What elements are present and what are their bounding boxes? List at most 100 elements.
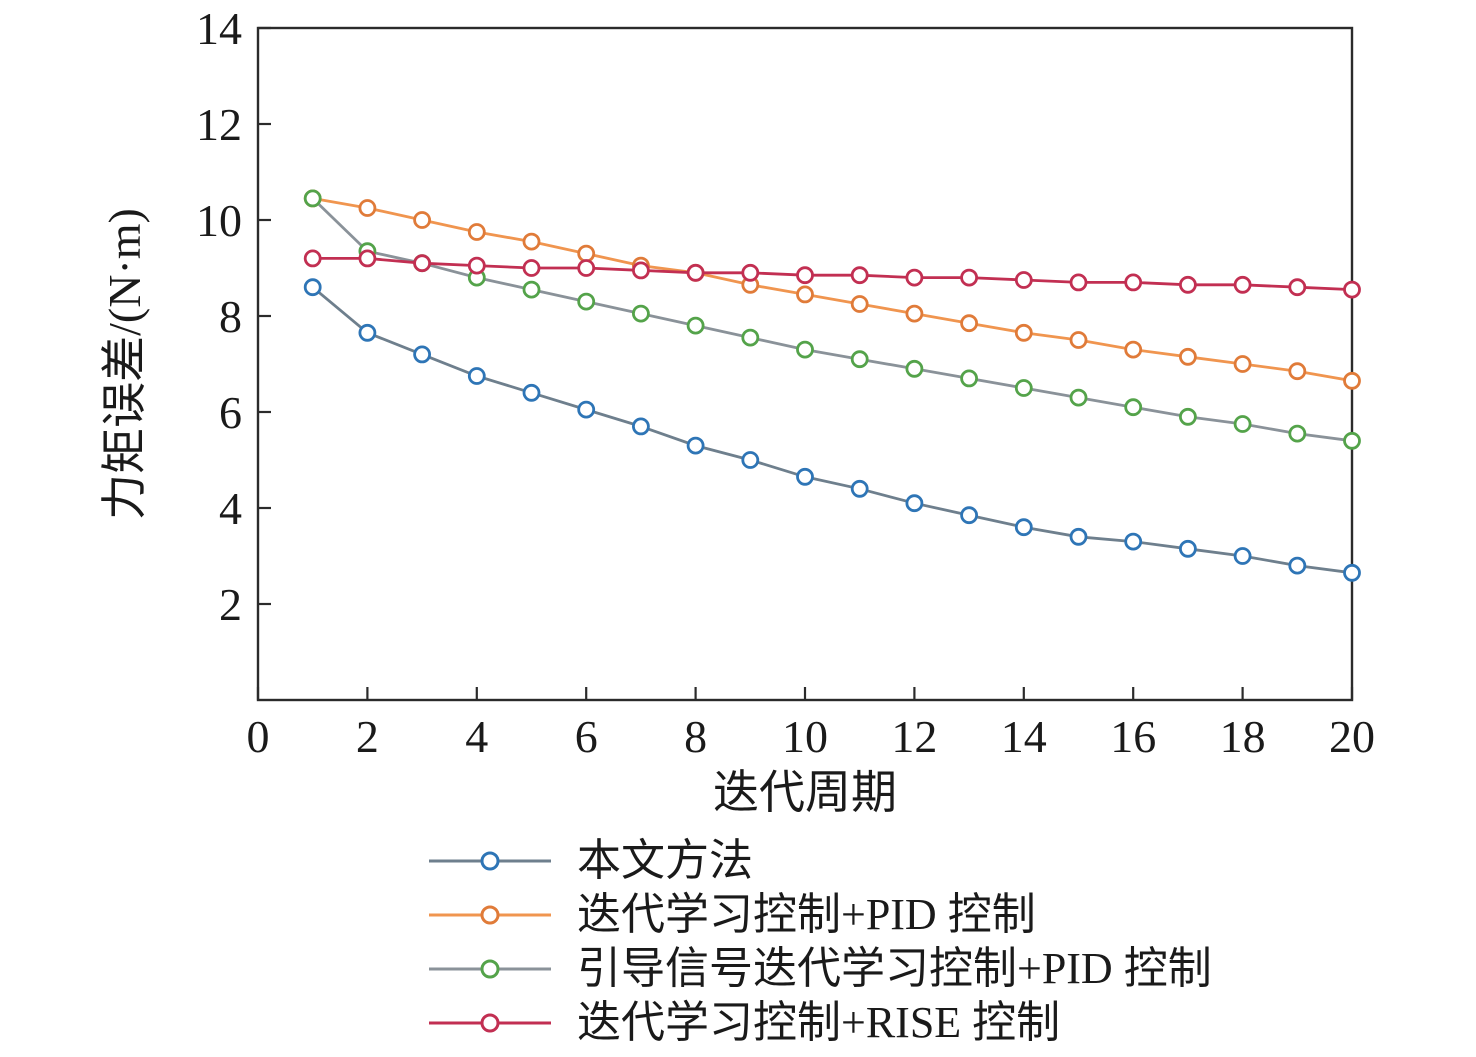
data-point-marker [303,278,322,297]
x-tick-label: 6 [575,711,598,762]
data-point-marker [1343,563,1361,582]
legend-item: 迭代学习控制+PID 控制 [425,892,1212,938]
x-tick-label: 12 [891,711,937,762]
data-point-marker [796,266,814,285]
data-point-marker [1069,388,1088,407]
legend-label: 本文方法 [577,836,753,885]
data-point-marker [1343,431,1361,450]
data-point-marker [303,249,322,268]
data-point-marker [960,369,978,388]
y-tick-label: 2 [219,579,242,630]
data-point-marker [741,263,760,282]
plot-area: 0 2 4 6 8 10 12 14 16 18 20 2 4 6 8 10 12 14 [196,3,1375,762]
legend-label: 引导信号迭代学习控制+PID 控制 [577,944,1212,993]
series-line [311,197,1353,443]
data-point-marker [1014,518,1033,537]
legend: 本文方法 迭代学习控制+PID 控制 引导信号迭代学习控制+PID 控制 迭代学… [425,838,1212,1046]
legend-line-marker-icon [429,1013,551,1033]
legend-item: 迭代学习控制+RISE 控制 [425,1000,1212,1046]
data-point-marker [1288,556,1307,575]
data-point-marker [522,280,541,299]
data-point-marker [632,417,650,436]
data-point-marker [905,304,924,323]
data-point-marker [1288,362,1307,381]
y-tick-label: 10 [196,195,242,246]
y-axis-label: 力矩误差/(N·m) [99,208,150,520]
x-tick-label: 18 [1220,711,1266,762]
legend-item: 引导信号迭代学习控制+PID 控制 [425,946,1212,992]
data-point-marker [303,189,322,208]
data-point-marker [577,259,596,277]
x-tick-label: 2 [356,711,379,762]
data-point-marker [686,316,705,335]
y-tick-label: 4 [219,483,242,534]
data-point-marker [358,323,377,342]
data-point-marker [1014,379,1033,397]
data-point-marker [1014,271,1033,289]
data-point-marker [1233,355,1252,373]
data-point-marker [960,314,978,333]
data-point-marker [522,383,541,402]
data-point-marker [358,199,377,217]
data-point-marker [413,211,432,229]
data-point-marker [796,285,814,304]
data-point-marker [1233,275,1252,294]
data-point-marker [1069,527,1088,546]
data-point-marker [960,506,978,525]
data-point-marker [1179,539,1197,558]
data-point-marker [1069,273,1088,292]
series-line [312,197,1353,383]
data-point-marker [850,350,869,369]
data-point-marker [467,223,486,241]
data-point-marker [413,254,432,273]
data-point-marker [577,292,596,311]
legend-line-marker-icon [429,851,551,871]
data-point-marker [960,268,978,287]
data-point-marker [1124,273,1143,292]
data-point-marker [632,261,650,280]
series-line [312,256,1353,291]
data-point-marker [1233,547,1252,565]
data-point-marker [741,451,760,469]
data-point-marker [632,304,650,323]
x-axis-label: 迭代周期 [713,767,897,818]
data-point-marker [358,249,377,268]
data-point-marker [1124,398,1143,417]
data-point-marker [686,436,705,455]
series-line [311,286,1353,575]
data-point-marker [1233,415,1252,433]
legend-item: 本文方法 [425,838,1212,884]
data-point-marker [1343,371,1361,390]
data-point-marker [467,367,486,385]
data-point-marker [1179,275,1197,294]
legend-label: 迭代学习控制+RISE 控制 [577,998,1061,1047]
legend-line-marker-icon [429,959,551,979]
data-point-marker [905,359,924,378]
data-point-marker [1014,323,1033,342]
y-tick-label: 6 [219,387,242,438]
y-tick-label: 8 [219,291,242,342]
y-tick-label: 14 [196,3,242,54]
data-point-marker [1343,280,1361,299]
data-point-marker [413,345,432,364]
data-point-marker [577,400,596,419]
data-point-marker [577,244,596,263]
y-tick-label: 12 [196,99,242,150]
data-point-marker [467,256,486,275]
data-point-marker [796,467,814,486]
data-point-marker [1288,424,1307,443]
data-point-marker [1288,278,1307,297]
data-point-marker [741,328,760,347]
line-chart: 0 2 4 6 8 10 12 14 16 18 20 2 4 6 8 10 12 14 力矩误差/(N·m) 迭… [99,3,1375,818]
data-point-marker [796,340,814,359]
data-point-marker [522,232,541,251]
x-tick-label: 16 [1110,711,1156,762]
data-point-marker [850,266,869,285]
legend-label: 迭代学习控制+PID 控制 [577,890,1036,939]
data-point-marker [850,479,869,498]
legend-line-marker-icon [429,905,551,925]
data-point-marker [1124,532,1143,551]
x-tick-label: 8 [684,711,707,762]
data-point-marker [522,259,541,277]
